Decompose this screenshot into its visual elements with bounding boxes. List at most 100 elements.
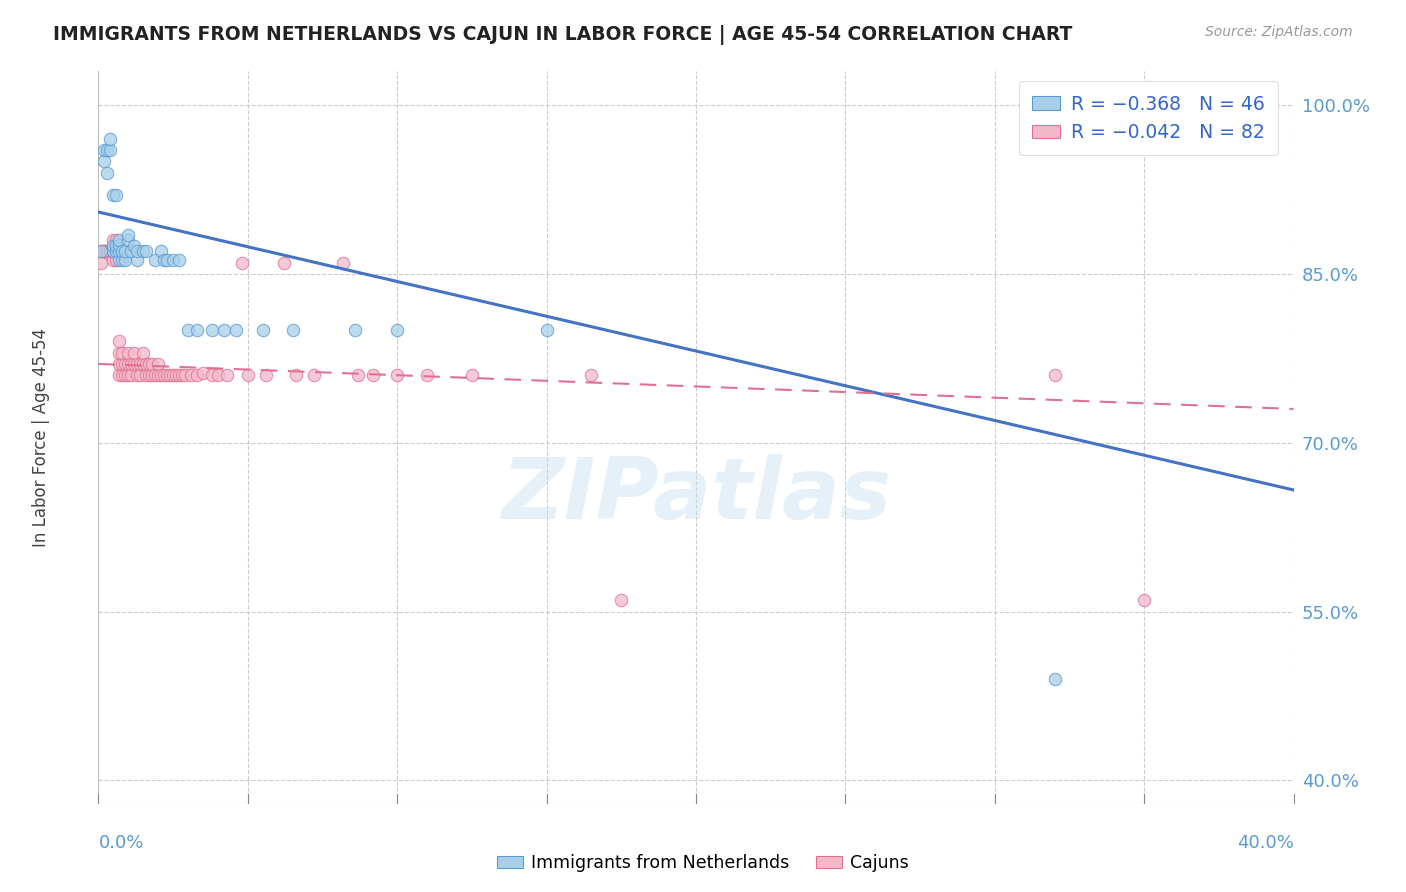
Point <box>153 368 176 383</box>
Point <box>93 244 115 259</box>
Point <box>93 143 115 157</box>
Point <box>153 253 176 268</box>
Point <box>124 357 146 371</box>
Point <box>96 166 118 180</box>
Point <box>93 244 115 259</box>
Point <box>117 233 139 247</box>
Point <box>186 368 208 383</box>
Text: Source: ZipAtlas.com: Source: ZipAtlas.com <box>1205 25 1353 39</box>
Point <box>103 244 125 259</box>
Point <box>363 368 385 383</box>
Point <box>103 188 125 202</box>
Point <box>114 244 136 259</box>
Point <box>90 244 112 259</box>
Point <box>148 357 170 371</box>
Point <box>96 143 118 157</box>
Point <box>96 244 118 259</box>
Point <box>127 357 149 371</box>
Point <box>127 368 149 383</box>
Text: ZIPatlas: ZIPatlas <box>501 454 891 537</box>
Point <box>111 368 134 383</box>
Text: 0.0%: 0.0% <box>98 834 143 853</box>
Point <box>135 368 157 383</box>
Point <box>143 253 166 268</box>
Point <box>117 368 139 383</box>
Point <box>103 244 125 259</box>
Legend: Immigrants from Netherlands, Cajuns: Immigrants from Netherlands, Cajuns <box>489 847 917 879</box>
Point <box>103 233 125 247</box>
Point <box>108 345 131 359</box>
Point <box>385 323 409 337</box>
Point <box>273 255 295 269</box>
Point <box>108 368 131 383</box>
Point <box>111 357 134 371</box>
Point <box>191 366 214 380</box>
Point <box>105 244 128 259</box>
Point <box>212 323 235 337</box>
Point <box>90 255 112 269</box>
Point <box>132 244 155 259</box>
Point <box>111 244 134 259</box>
Text: IMMIGRANTS FROM NETHERLANDS VS CAJUN IN LABOR FORCE | AGE 45-54 CORRELATION CHAR: IMMIGRANTS FROM NETHERLANDS VS CAJUN IN … <box>53 25 1073 45</box>
Point <box>98 244 122 259</box>
Text: In Labor Force | Age 45-54: In Labor Force | Age 45-54 <box>32 327 51 547</box>
Point <box>117 357 139 371</box>
Point <box>180 368 202 383</box>
Point <box>105 239 128 253</box>
Point <box>114 357 136 371</box>
Text: 40.0%: 40.0% <box>1237 834 1294 853</box>
Point <box>254 368 277 383</box>
Point <box>332 255 354 269</box>
Point <box>162 368 184 383</box>
Point <box>302 368 325 383</box>
Point <box>93 244 115 259</box>
Point <box>129 368 152 383</box>
Point <box>129 357 152 371</box>
Point <box>105 253 128 268</box>
Point <box>105 244 128 259</box>
Point <box>98 244 122 259</box>
Point <box>132 357 155 371</box>
Point <box>201 368 224 383</box>
Point <box>135 244 157 259</box>
Point <box>105 188 128 202</box>
Point <box>114 368 136 383</box>
Point <box>201 323 224 337</box>
Point <box>156 253 179 268</box>
Point <box>138 357 160 371</box>
Point <box>98 143 122 157</box>
Point <box>141 357 163 371</box>
Point <box>159 368 181 383</box>
Point <box>93 154 115 169</box>
Point <box>90 244 112 259</box>
Point <box>385 368 409 383</box>
Point <box>347 368 370 383</box>
Point <box>172 368 194 383</box>
Point <box>1043 368 1066 383</box>
Point <box>150 244 173 259</box>
Point <box>148 368 170 383</box>
Point <box>108 244 131 259</box>
Point <box>231 255 253 269</box>
Legend: R = −0.368   N = 46, R = −0.042   N = 82: R = −0.368 N = 46, R = −0.042 N = 82 <box>1019 81 1278 155</box>
Point <box>141 368 163 383</box>
Point <box>138 368 160 383</box>
Point <box>207 368 229 383</box>
Point <box>103 239 125 253</box>
Point <box>96 244 118 259</box>
Point <box>284 368 307 383</box>
Point <box>96 244 118 259</box>
Point <box>120 368 142 383</box>
Point <box>162 253 184 268</box>
Point <box>225 323 247 337</box>
Point <box>108 357 131 371</box>
Point <box>96 244 118 259</box>
Point <box>124 345 146 359</box>
Point <box>117 227 139 242</box>
Point <box>114 253 136 268</box>
Point <box>135 357 157 371</box>
Point <box>143 368 166 383</box>
Point <box>150 368 173 383</box>
Point <box>124 239 146 253</box>
Point <box>252 323 274 337</box>
